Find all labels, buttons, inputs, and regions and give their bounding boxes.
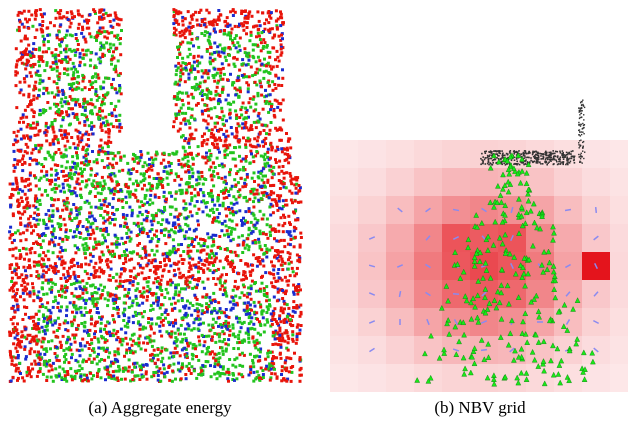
nbv-heat-cells [330, 140, 628, 392]
aggregate-energy-pointcloud [8, 8, 303, 383]
aggregate-energy-panel [0, 0, 312, 392]
camera-glyphs [414, 152, 596, 387]
nbv-grid-visualization [330, 99, 628, 392]
caption-aggregate-energy: (a) Aggregate energy [88, 398, 232, 417]
sparse-pointcloud [480, 99, 586, 166]
energy-points [8, 8, 303, 383]
caption-nbv-grid: (b) NBV grid [434, 398, 526, 417]
nbv-grid-panel [330, 0, 628, 392]
